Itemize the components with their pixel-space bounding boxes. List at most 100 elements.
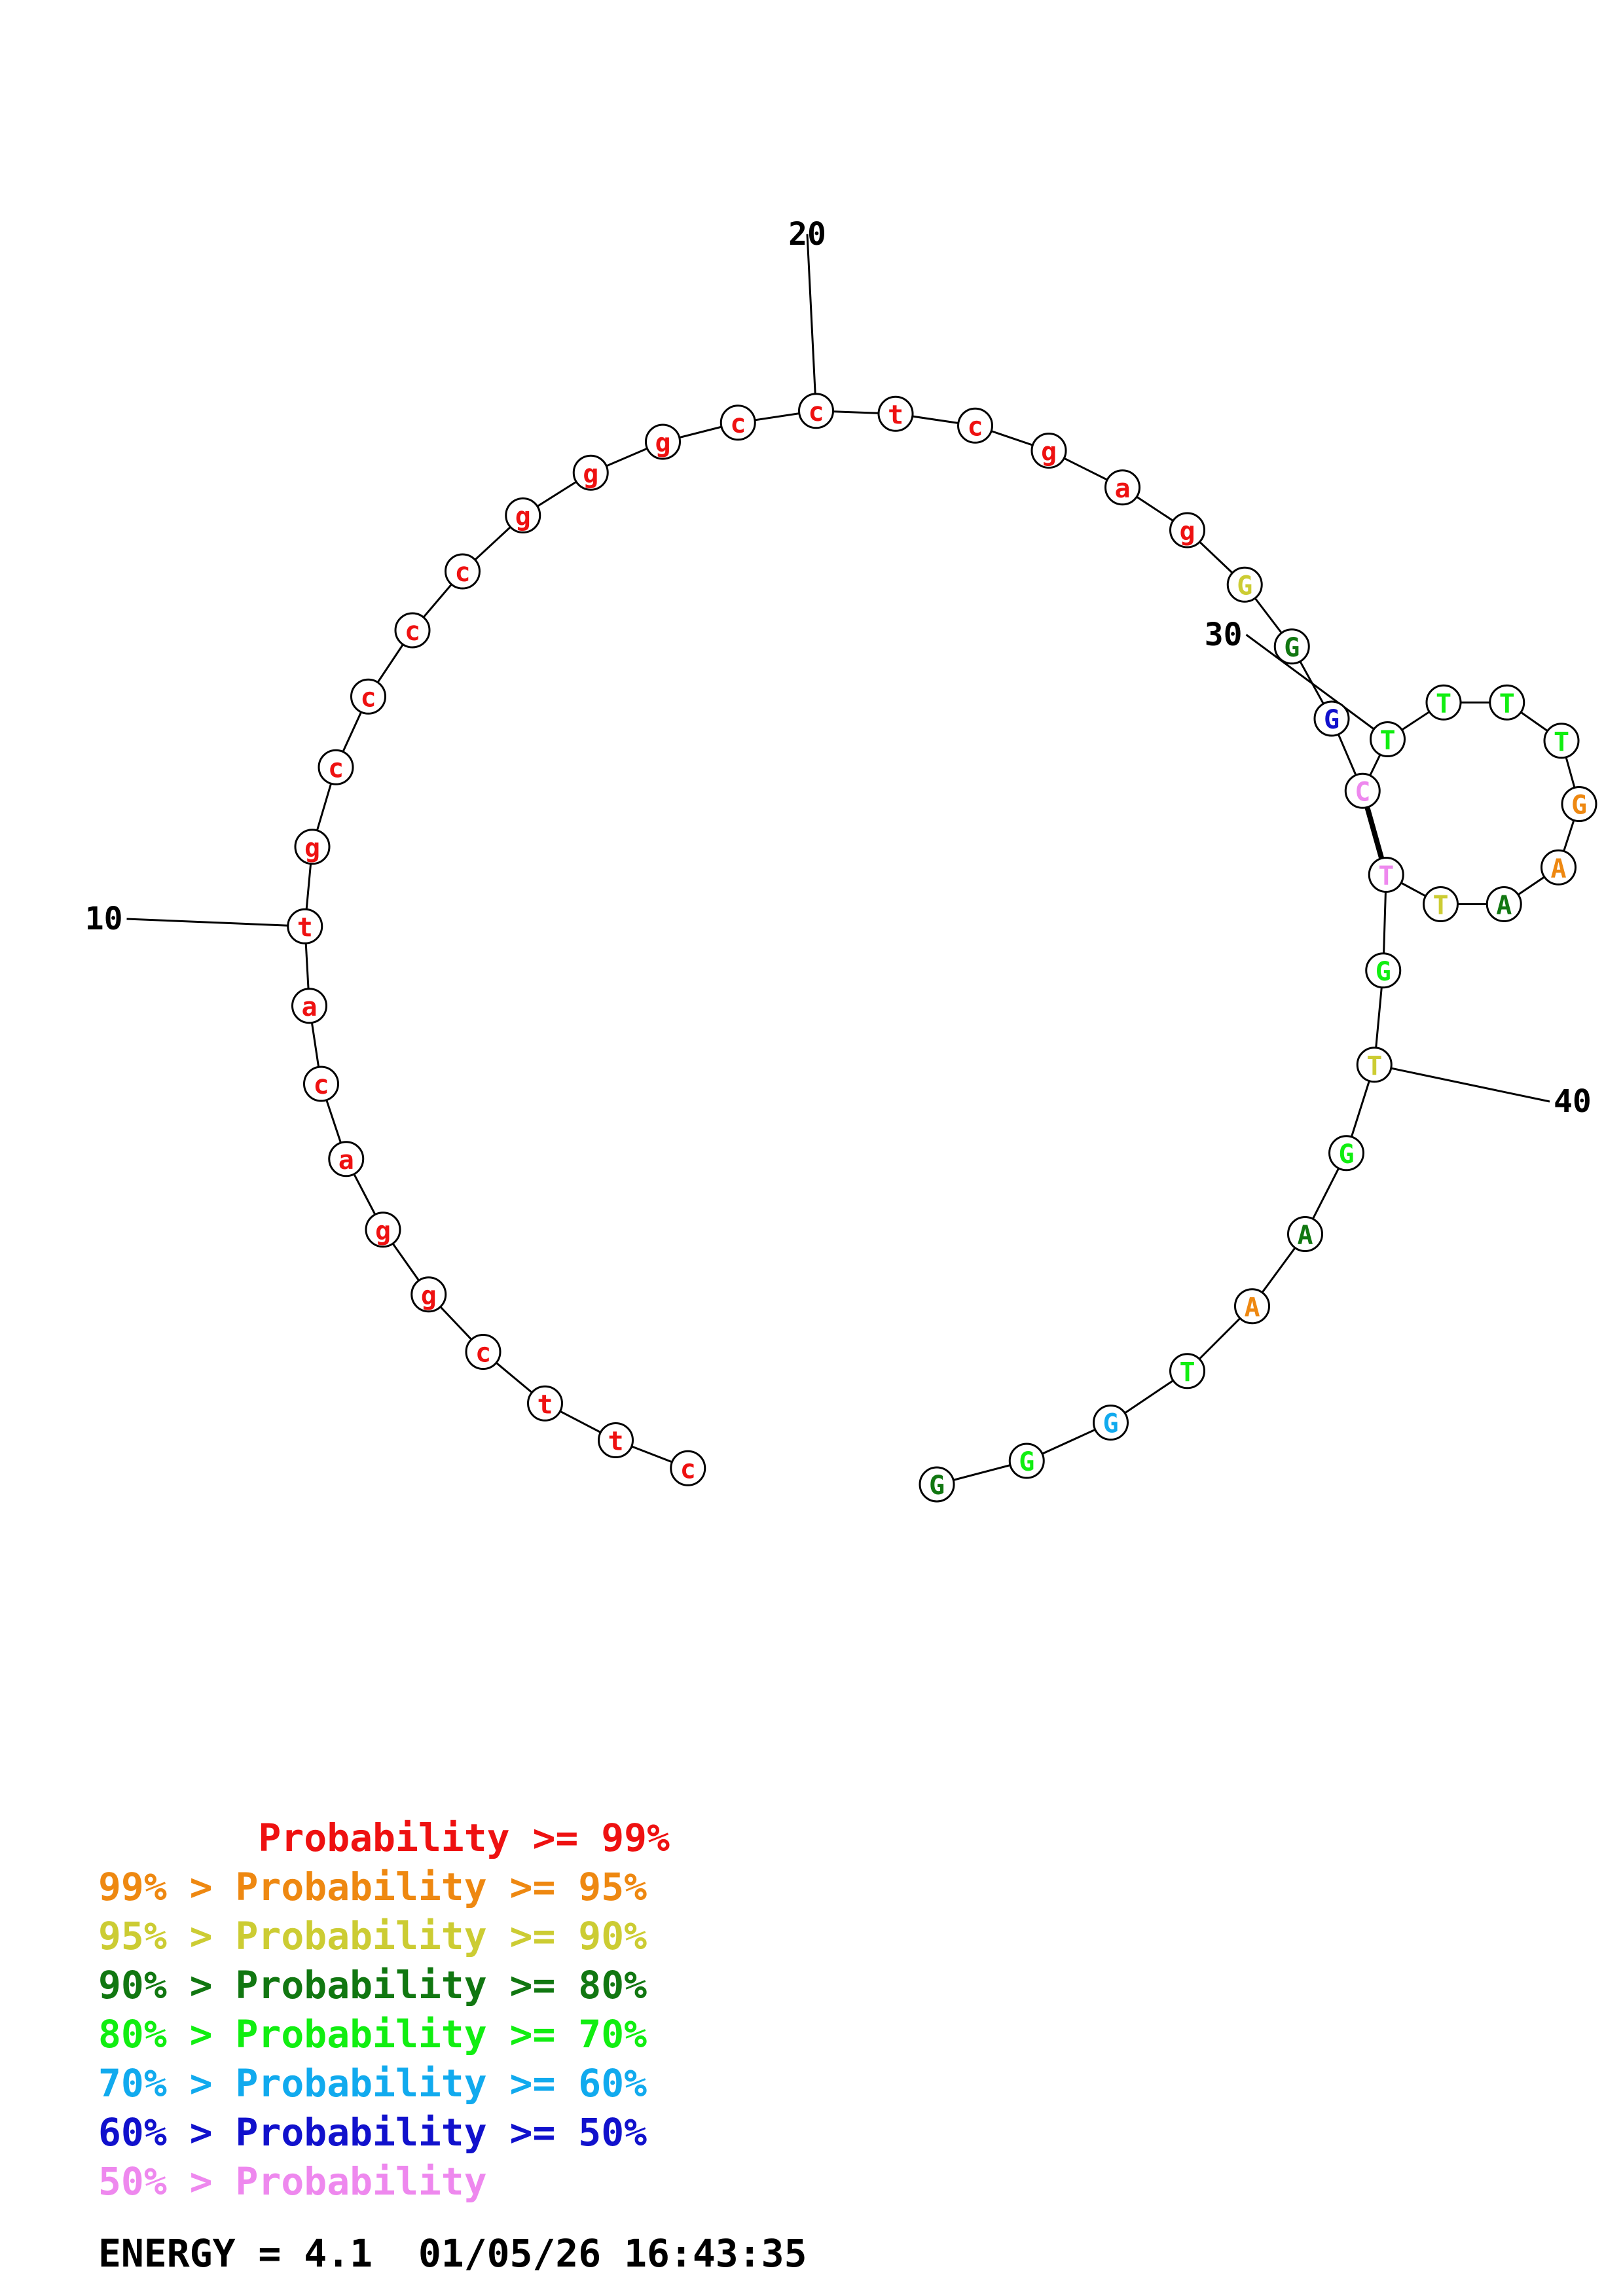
nucleotide: G bbox=[1008, 1443, 1045, 1479]
nucleotide: T bbox=[1423, 886, 1459, 922]
nucleotide-circle bbox=[294, 829, 331, 865]
position-numbers: 10 20 30 40 bbox=[85, 216, 1592, 1120]
nucleotide-circle bbox=[1365, 952, 1402, 989]
nucleotide: A bbox=[1287, 1216, 1323, 1252]
legend-entry: Probability >= 99% bbox=[98, 1816, 670, 1860]
nucleotide: g bbox=[365, 1211, 401, 1248]
nucleotide: T bbox=[1543, 723, 1580, 759]
nucleotide-circle bbox=[919, 1466, 955, 1503]
nucleotide-letter: G bbox=[1376, 957, 1391, 987]
nucleotide-circle bbox=[1008, 1443, 1045, 1479]
nucleotide-letter: C bbox=[1355, 777, 1370, 807]
nucleotide: G bbox=[1328, 1135, 1364, 1172]
nucleotide-letter: a bbox=[301, 992, 317, 1022]
nucleotide-circle bbox=[645, 423, 681, 460]
nucleotide-circle bbox=[670, 1450, 706, 1486]
nucleotide-circle bbox=[318, 749, 354, 785]
nucleotide-circle bbox=[1328, 1135, 1364, 1172]
nucleotide-letter: G bbox=[929, 1471, 945, 1501]
nucleotide-circle bbox=[1344, 772, 1381, 809]
number-tick bbox=[126, 918, 305, 927]
nucleotide: g bbox=[505, 497, 541, 533]
nucleotide: a bbox=[328, 1141, 365, 1177]
number-tick bbox=[1374, 1064, 1550, 1103]
nucleotide-letter: T bbox=[1499, 689, 1515, 719]
nucleotide: t bbox=[527, 1385, 563, 1422]
legend-entry: 90% > Probability >= 80% bbox=[98, 1963, 647, 2007]
nucleotide-letter: T bbox=[1366, 1051, 1382, 1081]
nucleotide-letter: t bbox=[537, 1390, 553, 1420]
legend-entry: 99% > Probability >= 95% bbox=[98, 1865, 647, 1909]
nucleotide-circle bbox=[1423, 886, 1459, 922]
nucleotide-letter: t bbox=[888, 400, 903, 430]
nucleotide-circle bbox=[1273, 628, 1310, 665]
nucleotide: G bbox=[1365, 952, 1402, 989]
nucleotide-letter: c bbox=[313, 1070, 329, 1100]
legend-entry: 60% > Probability >= 50% bbox=[98, 2110, 647, 2155]
nucleotide-letter: c bbox=[730, 409, 746, 439]
nucleotide-letter: a bbox=[1114, 474, 1130, 504]
nucleotide-letter: c bbox=[680, 1454, 696, 1484]
nucleotide: A bbox=[1541, 849, 1577, 886]
nucleotide-letter: A bbox=[1244, 1293, 1260, 1323]
nucleotide-circle bbox=[877, 395, 914, 432]
nucleotide-letter: G bbox=[1338, 1139, 1354, 1170]
nucleotide: g bbox=[294, 829, 331, 865]
nucleotide-circle bbox=[1287, 1216, 1323, 1252]
nucleotide: T bbox=[1489, 684, 1525, 721]
nucleotide-circle bbox=[1234, 1288, 1270, 1325]
position-number: 30 bbox=[1205, 617, 1243, 653]
nucleotide: c bbox=[318, 749, 354, 785]
nucleotide: t bbox=[287, 908, 323, 944]
nucleotide-circle bbox=[1368, 857, 1404, 893]
nucleotide-letter: G bbox=[1571, 791, 1587, 821]
nucleotide-letter: T bbox=[1554, 727, 1569, 757]
nucleotide-letter: g bbox=[375, 1216, 391, 1246]
nucleotide-circle bbox=[1226, 566, 1263, 603]
nucleotide-circle bbox=[1169, 1353, 1205, 1390]
nucleotide-circle bbox=[287, 908, 323, 944]
nucleotide-circle bbox=[410, 1276, 447, 1313]
nucleotide-letter: A bbox=[1297, 1221, 1313, 1251]
nucleotide: g bbox=[410, 1276, 447, 1313]
position-number: 10 bbox=[85, 901, 123, 937]
nucleotide-circle bbox=[1169, 512, 1205, 548]
nucleotide-circle bbox=[350, 678, 386, 715]
nucleotide-circle bbox=[1030, 433, 1067, 469]
nucleotide-circle bbox=[527, 1385, 563, 1422]
nucleotide-circle bbox=[572, 454, 609, 491]
nucleotide: c bbox=[798, 393, 834, 429]
nucleotide: A bbox=[1234, 1288, 1270, 1325]
nucleotide-letter: T bbox=[1179, 1357, 1195, 1388]
nucleotide-circle bbox=[798, 393, 834, 429]
nucleotide-circle bbox=[505, 497, 541, 533]
nucleotide-circle bbox=[1486, 886, 1522, 922]
nucleotide-letter: g bbox=[421, 1281, 437, 1311]
nucleotide-letter: g bbox=[304, 833, 320, 863]
nucleotide-letter: A bbox=[1550, 853, 1566, 884]
number-tick bbox=[806, 234, 817, 411]
nucleotide: a bbox=[291, 988, 327, 1024]
legend-entry: 80% > Probability >= 70% bbox=[98, 2012, 647, 2056]
nucleotide: g bbox=[1169, 512, 1205, 548]
nucleotide: c bbox=[465, 1334, 501, 1370]
nucleotide-letter: t bbox=[297, 912, 313, 942]
nucleotide-circle bbox=[1093, 1405, 1129, 1441]
nucleotide: c bbox=[670, 1450, 706, 1486]
nucleotide: t bbox=[877, 395, 914, 432]
nucleotide: c bbox=[720, 404, 756, 441]
position-number: 40 bbox=[1554, 1083, 1592, 1120]
nucleotide: T bbox=[1425, 684, 1462, 721]
nucleotide: c bbox=[303, 1066, 339, 1102]
nucleotide: G bbox=[1273, 628, 1310, 665]
nucleotide: a bbox=[1104, 469, 1140, 506]
nucleotide-letter: T bbox=[1378, 861, 1394, 891]
nucleotide-circle bbox=[303, 1066, 339, 1102]
nucleotide-letter: c bbox=[328, 753, 344, 783]
nucleotide-circle bbox=[291, 988, 327, 1024]
nucleotide-letter: a bbox=[338, 1145, 354, 1175]
nucleotide: T bbox=[1169, 1353, 1205, 1390]
nucleotide-circle bbox=[720, 404, 756, 441]
nucleotide: G bbox=[1226, 566, 1263, 603]
